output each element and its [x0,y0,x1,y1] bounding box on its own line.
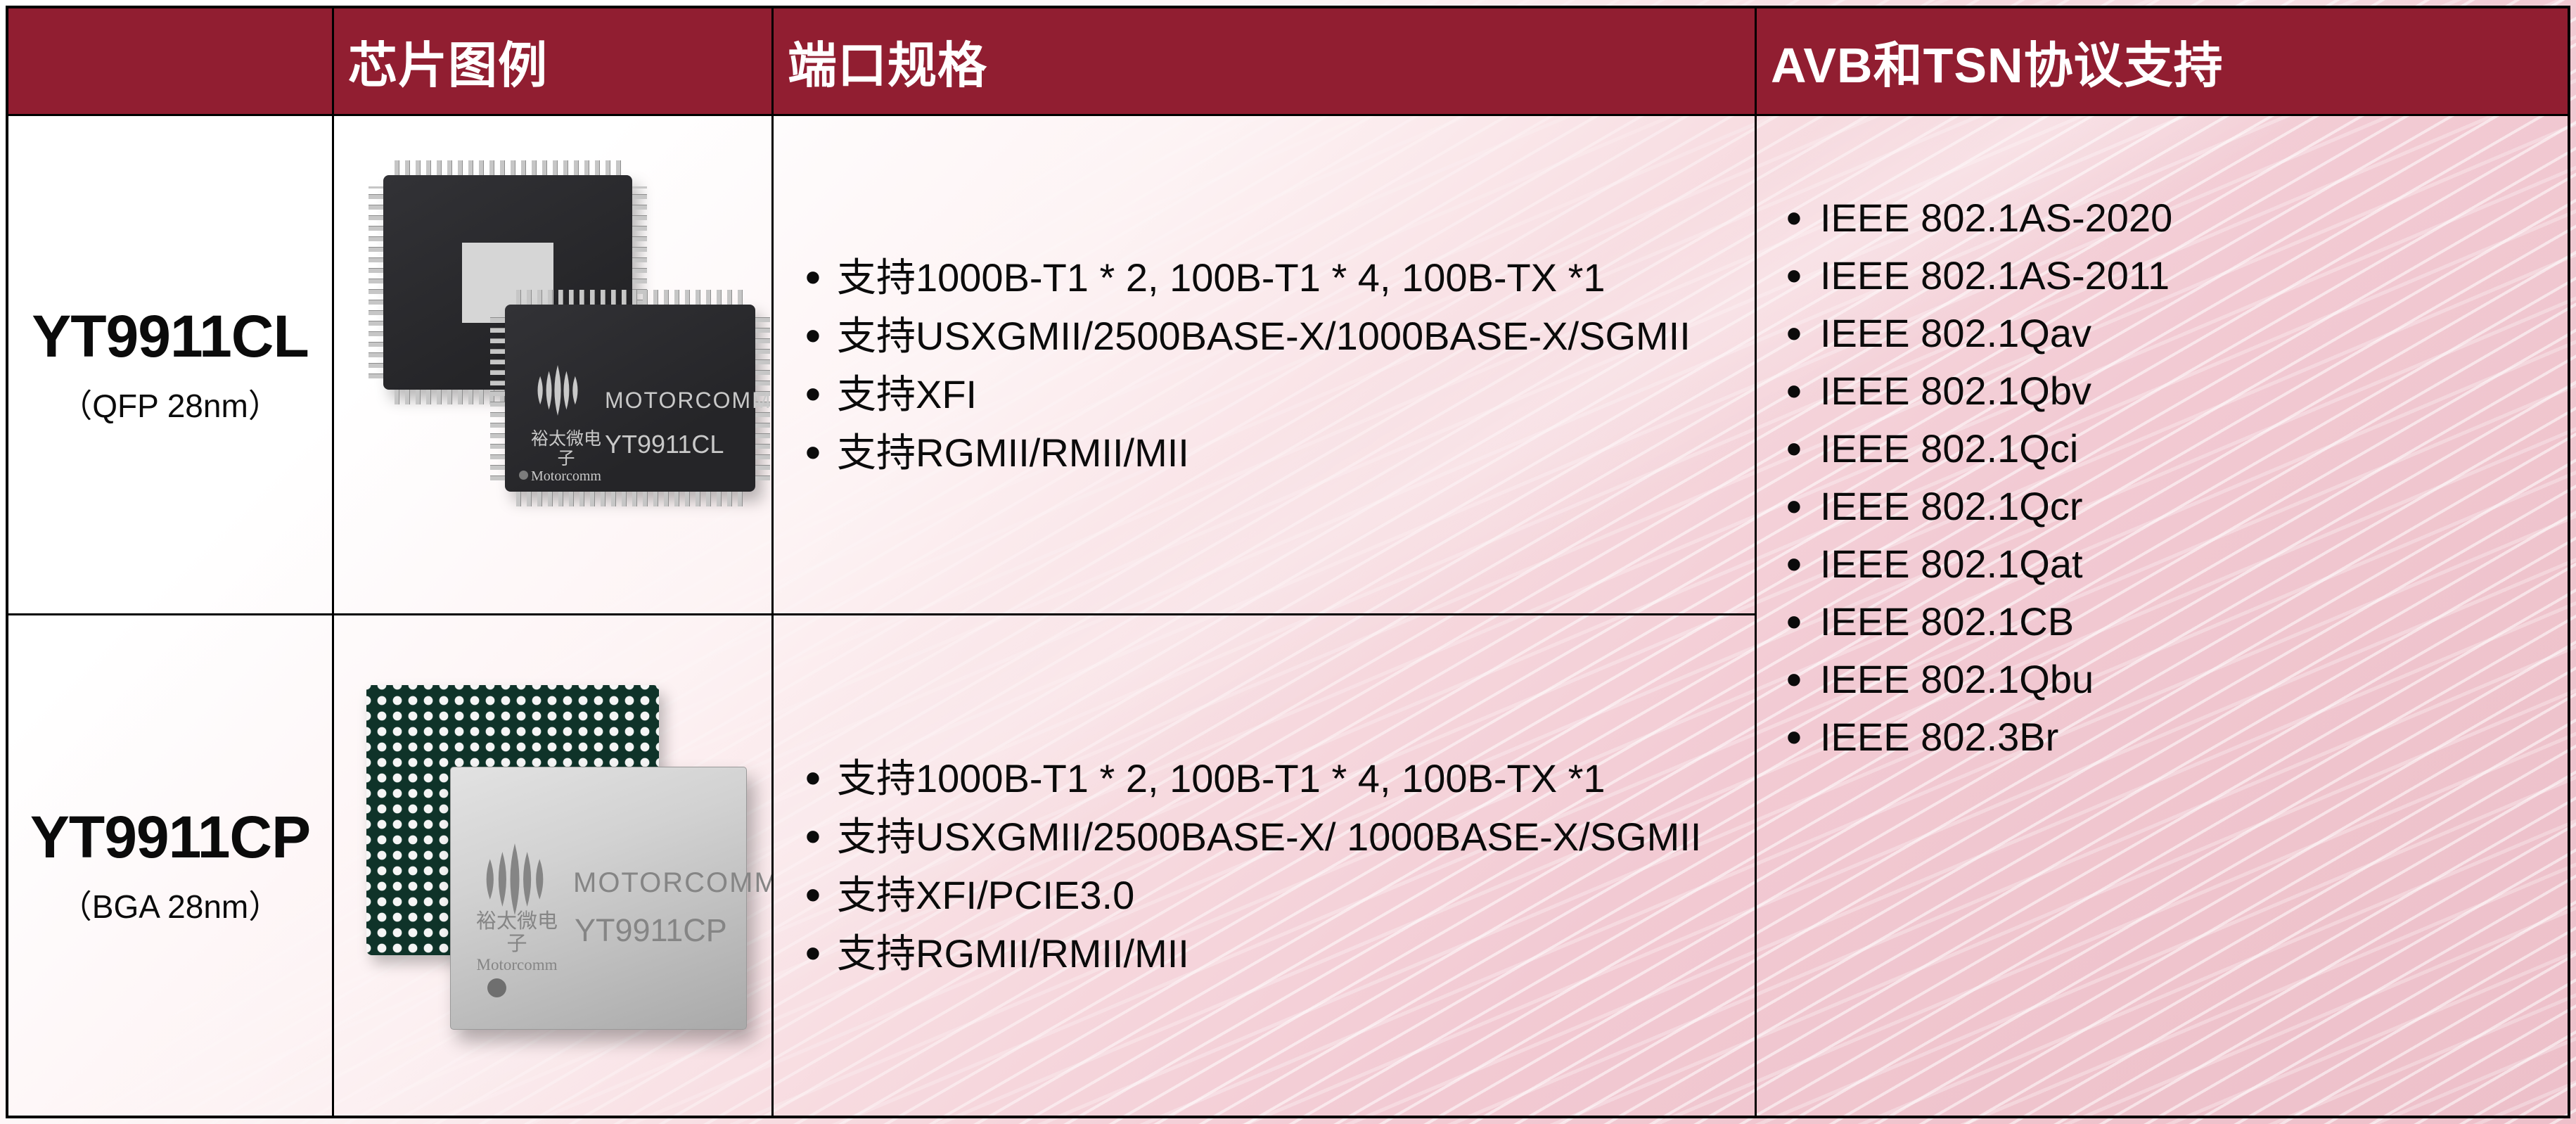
bullet-icon: • [805,251,821,302]
bullet-icon: • [1786,423,1802,474]
package-label: （QFP 28nm） [60,388,281,424]
protocol-item: • IEEE 802.1Qav [1768,305,2546,362]
bullet-icon: • [1786,308,1802,359]
company-name-cn: 裕太微电子 [530,429,601,468]
bullet-icon: • [1786,596,1802,647]
chip-pins [395,160,621,175]
protocol-item: • IEEE 802.1Qcr [1768,478,2546,535]
bga-chip-illustration: MOTORCOMM YT9911CP 裕太微电子 Motorcomm [334,615,774,1116]
bullet-icon: • [1786,366,1802,416]
header-cell-blank [8,8,334,116]
protocol-item: • IEEE 802.1Qbv [1768,362,2546,420]
chip-pins [516,290,744,305]
protocol-text: IEEE 802.1Qbu [1820,657,2094,701]
chip-part-marking: YT9911CL [605,430,724,459]
model-name: YT9911CL [32,303,309,369]
bullet-icon: • [1786,250,1802,301]
protocol-text: IEEE 802.1CB [1820,599,2075,644]
port-spec-item: • 支持USXGMII/2500BASE-X/1000BASE-X/SGMII [789,307,1731,365]
bullet-icon: • [1786,539,1802,589]
protocol-item: • IEEE 802.1Qbu [1768,651,2546,708]
protocol-text: IEEE 802.1Qbv [1820,369,2092,413]
port-spec-text: 支持1000B-T1 * 2, 100B-T1 * 4, 100B-TX *1 [837,755,1606,800]
port-spec-text: 支持RGMII/RMII/MII [837,931,1189,976]
bga-chip-top: MOTORCOMM YT9911CP 裕太微电子 Motorcomm [450,767,771,1030]
header-cell-chip-illustration: 芯片图例 [334,8,774,116]
port-spec-item: • 支持XFI [789,365,1731,423]
protocol-text: IEEE 802.1Qav [1820,311,2092,355]
bullet-icon: • [1786,654,1802,705]
protocol-text: IEEE 802.1Qat [1820,542,2083,586]
protocol-text: IEEE 802.1AS-2011 [1820,253,2170,298]
chip-part-marking: YT9911CP [575,912,727,948]
protocol-text: IEEE 802.1Qci [1820,426,2079,471]
chip-company-marking: 裕太微电子 Motorcomm [475,910,559,973]
chip-pins [755,316,770,480]
port-spec-text: 支持1000B-T1 * 2, 100B-T1 * 4, 100B-TX *1 [837,255,1606,300]
port-spec-text: 支持XFI [837,371,978,416]
bullet-icon: • [805,752,821,803]
bullet-icon: • [805,810,821,862]
chip-brand-marking: MOTORCOMM [573,867,774,898]
row-yt9911cp-name-cell: YT9911CP （BGA 28nm） [8,615,334,1116]
port-spec-item: • 支持1000B-T1 * 2, 100B-T1 * 4, 100B-TX *… [789,248,1731,307]
bullet-icon: • [805,426,821,478]
pin1-marker-dot [519,471,528,480]
bullet-icon: • [805,869,821,920]
protocol-item: • IEEE 802.1AS-2011 [1768,247,2546,305]
port-spec-item: • 支持1000B-T1 * 2, 100B-T1 * 4, 100B-TX *… [789,749,1731,807]
pin1-marker-dot [487,978,506,997]
company-name-cn: 裕太微电子 [475,910,558,955]
company-name-en: Motorcomm [476,955,558,973]
protocol-item: • IEEE 802.1Qat [1768,535,2546,593]
row-yt9911cl-name-cell: YT9911CL （QFP 28nm） [8,116,334,615]
protocol-item: • IEEE 802.1Qci [1768,420,2546,478]
package-label: （BGA 28nm） [59,888,281,925]
protocol-text: IEEE 802.1AS-2020 [1820,196,2173,240]
protocol-item: • IEEE 802.1AS-2020 [1768,189,2546,247]
bullet-icon: • [805,368,821,419]
chip-pins [490,316,505,480]
bullet-icon: • [1786,193,1802,243]
chip-pins [516,492,744,506]
bullet-icon: • [805,309,821,361]
qfp-chip-illustration: MOTORCOMM YT9911CL 裕太微电子 Motorcomm [334,116,774,615]
header-cell-port-specs: 端口规格 [774,8,1757,116]
chip-brand-marking: MOTORCOMM [605,388,772,413]
motorcomm-logo-icon [486,843,544,915]
bullet-icon: • [805,927,821,978]
port-spec-item: • 支持USXGMII/2500BASE-X/ 1000BASE-X/SGMII [789,807,1731,866]
yt9911cl-port-specs: • 支持1000B-T1 * 2, 100B-T1 * 4, 100B-TX *… [774,116,1757,615]
qfp-chip-front: MOTORCOMM YT9911CL 裕太微电子 Motorcomm [490,290,771,506]
header-cell-avb-tsn: AVB和TSN协议支持 [1757,8,2568,116]
bullet-icon: • [1786,481,1802,532]
protocol-item: • IEEE 802.1CB [1768,593,2546,651]
port-spec-text: 支持XFI/PCIE3.0 [837,872,1135,917]
port-spec-text: 支持USXGMII/2500BASE-X/ 1000BASE-X/SGMII [837,814,1702,859]
protocol-text: IEEE 802.3Br [1820,715,2059,759]
port-spec-text: 支持RGMII/RMII/MII [837,430,1189,475]
bullet-icon: • [1786,712,1802,762]
model-name: YT9911CP [30,804,311,870]
company-name-en: Motorcomm [531,468,601,484]
yt9911cp-port-specs: • 支持1000B-T1 * 2, 100B-T1 * 4, 100B-TX *… [774,615,1757,1116]
chip-pins [369,186,383,378]
port-spec-item: • 支持RGMII/RMII/MII [789,924,1731,983]
port-spec-item: • 支持XFI/PCIE3.0 [789,866,1731,924]
chip-company-marking: 裕太微电子 Motorcomm [523,429,609,484]
chip-comparison-table: 芯片图例 端口规格 AVB和TSN协议支持 YT9911CL （QFP 28nm… [6,6,2570,1118]
port-spec-item: • 支持RGMII/RMII/MII [789,423,1731,482]
avb-tsn-protocol-list: • IEEE 802.1AS-2020 • IEEE 802.1AS-2011 … [1757,116,2568,1116]
protocol-item: • IEEE 802.3Br [1768,708,2546,766]
port-spec-text: 支持USXGMII/2500BASE-X/1000BASE-X/SGMII [837,313,1691,358]
motorcomm-logo-icon [537,365,578,416]
protocol-text: IEEE 802.1Qcr [1820,484,2083,528]
